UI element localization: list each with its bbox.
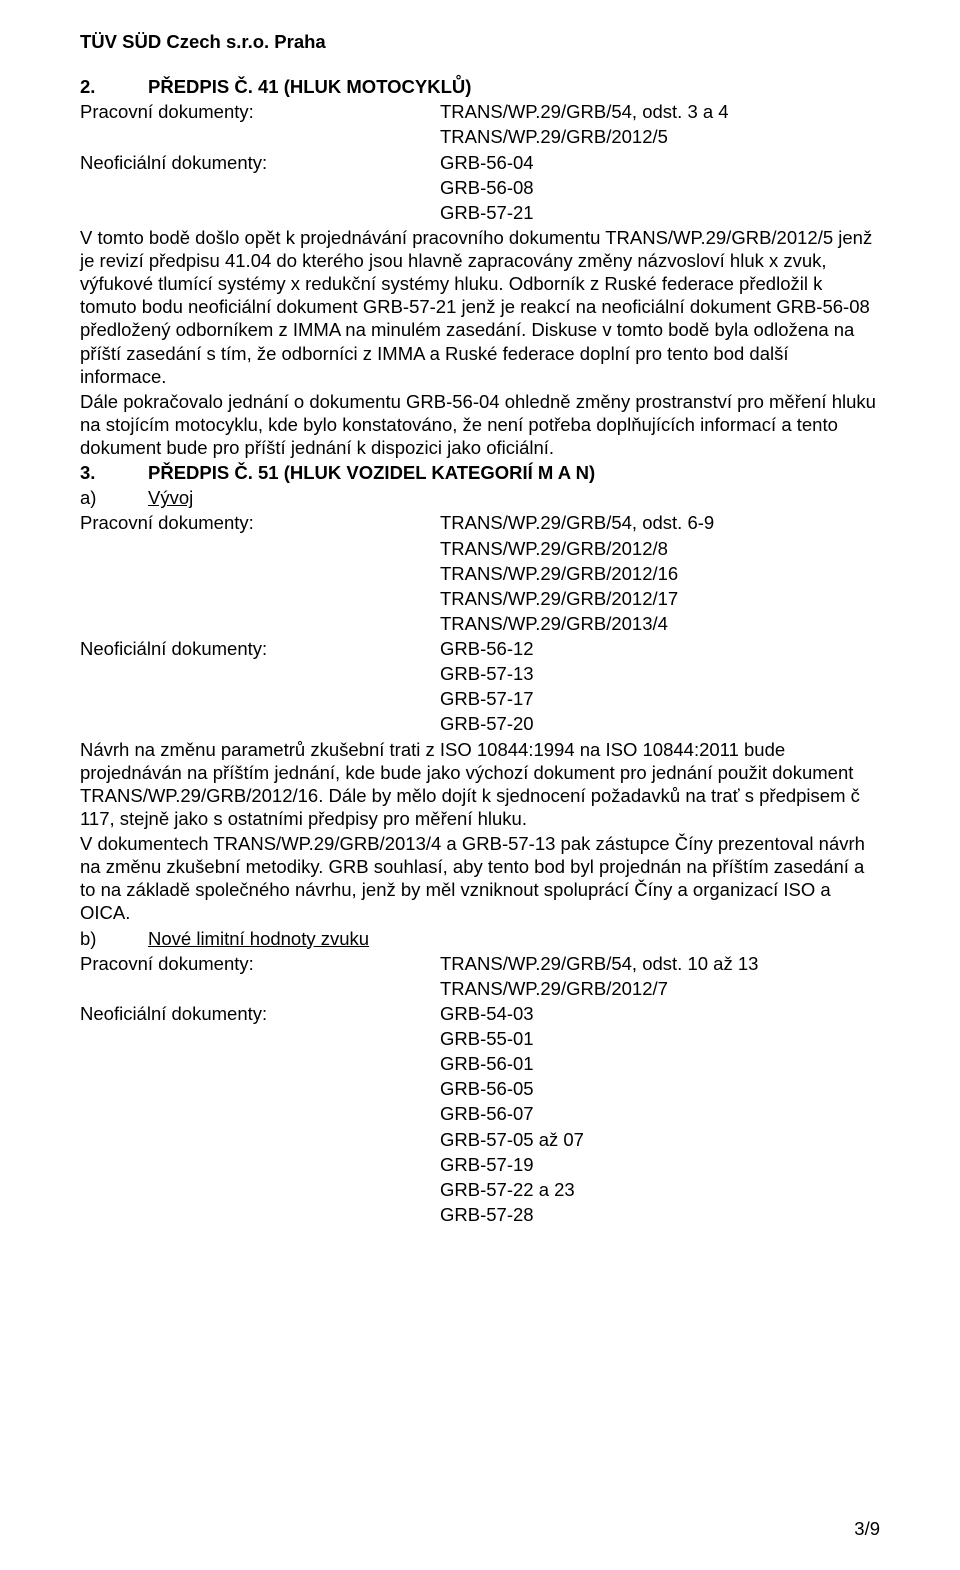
- s3b-unofficial-1: GRB-55-01: [440, 1027, 880, 1050]
- s2-unofficial-0: GRB-56-04: [440, 151, 880, 174]
- s3a-text: Vývoj: [148, 487, 193, 508]
- unofficial-docs-label: Neoficiální dokumenty:: [80, 151, 440, 174]
- s3a-workdocs-row: Pracovní dokumenty: TRANS/WP.29/GRB/54, …: [80, 511, 880, 534]
- s2-body-2: Dále pokračovalo jednání o dokumentu GRB…: [80, 390, 880, 459]
- s2-unofficial-1: GRB-56-08: [440, 176, 880, 199]
- s2-workdoc-0: TRANS/WP.29/GRB/54, odst. 3 a 4: [440, 100, 880, 123]
- s3a-unofficial-row: Neoficiální dokumenty: GRB-56-12: [80, 637, 880, 660]
- s3b-label: b): [80, 927, 148, 950]
- s3b-unofficial-6: GRB-57-19: [440, 1153, 880, 1176]
- s3b-subtitle: b)Nové limitní hodnoty zvuku: [80, 927, 880, 950]
- s3b-unofficial-2: GRB-56-01: [440, 1052, 880, 1075]
- s3a-body-2: V dokumentech TRANS/WP.29/GRB/2013/4 a G…: [80, 832, 880, 925]
- s3a-workdoc-1: TRANS/WP.29/GRB/2012/8: [440, 537, 880, 560]
- s3a-subtitle: a)Vývoj: [80, 486, 880, 509]
- unofficial-docs-label: Neoficiální dokumenty:: [80, 1002, 440, 1025]
- s2-unofficial-row: Neoficiální dokumenty: GRB-56-04: [80, 151, 880, 174]
- s3b-unofficial-3: GRB-56-05: [440, 1077, 880, 1100]
- s3b-workdoc-0: TRANS/WP.29/GRB/54, odst. 10 až 13: [440, 952, 880, 975]
- s3b-workdocs-row: Pracovní dokumenty: TRANS/WP.29/GRB/54, …: [80, 952, 880, 975]
- section-3-number: 3.: [80, 461, 148, 484]
- s3b-workdoc-1: TRANS/WP.29/GRB/2012/7: [440, 977, 880, 1000]
- work-docs-label: Pracovní dokumenty:: [80, 100, 440, 123]
- section-2-number: 2.: [80, 75, 148, 98]
- s3a-workdoc-3: TRANS/WP.29/GRB/2012/17: [440, 587, 880, 610]
- section-2-heading: PŘEDPIS Č. 41 (HLUK MOTOCYKLŮ): [148, 76, 471, 97]
- section-2-title: 2.PŘEDPIS Č. 41 (HLUK MOTOCYKLŮ): [80, 75, 880, 98]
- s3a-workdoc-2: TRANS/WP.29/GRB/2012/16: [440, 562, 880, 585]
- section-3-title: 3.PŘEDPIS Č. 51 (HLUK VOZIDEL KATEGORIÍ …: [80, 461, 880, 484]
- document-page: TÜV SÜD Czech s.r.o. Praha 2.PŘEDPIS Č. …: [0, 0, 960, 1570]
- page-number: 3/9: [854, 1517, 880, 1540]
- s3b-unofficial-4: GRB-56-07: [440, 1102, 880, 1125]
- s2-workdoc-1: TRANS/WP.29/GRB/2012/5: [440, 125, 880, 148]
- s3b-unofficial-8: GRB-57-28: [440, 1203, 880, 1226]
- s3a-workdoc-4: TRANS/WP.29/GRB/2013/4: [440, 612, 880, 635]
- work-docs-label: Pracovní dokumenty:: [80, 952, 440, 975]
- section-3-heading: PŘEDPIS Č. 51 (HLUK VOZIDEL KATEGORIÍ M …: [148, 462, 595, 483]
- s3a-label: a): [80, 486, 148, 509]
- s3a-unofficial-1: GRB-57-13: [440, 662, 880, 685]
- s3b-unofficial-5: GRB-57-05 až 07: [440, 1128, 880, 1151]
- s3b-text: Nové limitní hodnoty zvuku: [148, 928, 369, 949]
- s3a-unofficial-0: GRB-56-12: [440, 637, 880, 660]
- company-header: TÜV SÜD Czech s.r.o. Praha: [80, 30, 880, 53]
- work-docs-label: Pracovní dokumenty:: [80, 511, 440, 534]
- s3b-unofficial-7: GRB-57-22 a 23: [440, 1178, 880, 1201]
- s3b-unofficial-0: GRB-54-03: [440, 1002, 880, 1025]
- s3b-unofficial-row: Neoficiální dokumenty: GRB-54-03: [80, 1002, 880, 1025]
- s3a-unofficial-2: GRB-57-17: [440, 687, 880, 710]
- s3a-unofficial-3: GRB-57-20: [440, 712, 880, 735]
- s2-body-1: V tomto bodě došlo opět k projednávání p…: [80, 226, 880, 388]
- s2-workdocs-row: Pracovní dokumenty: TRANS/WP.29/GRB/54, …: [80, 100, 880, 123]
- unofficial-docs-label: Neoficiální dokumenty:: [80, 637, 440, 660]
- s2-unofficial-2: GRB-57-21: [440, 201, 880, 224]
- s3a-workdoc-0: TRANS/WP.29/GRB/54, odst. 6-9: [440, 511, 880, 534]
- s3a-body-1: Návrh na změnu parametrů zkušební trati …: [80, 738, 880, 831]
